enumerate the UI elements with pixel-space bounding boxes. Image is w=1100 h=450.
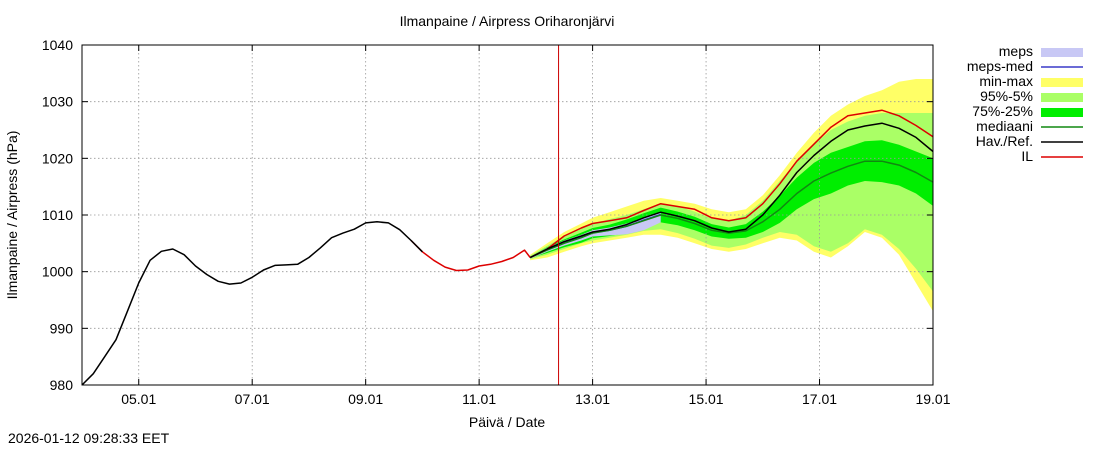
legend-swatch (1041, 108, 1083, 117)
legend-label: IL (1021, 148, 1033, 164)
x-tick-label: 19.01 (915, 391, 950, 407)
x-tick-label: 09.01 (348, 391, 383, 407)
x-tick-label: 05.01 (121, 391, 156, 407)
timestamp: 2026-01-12 09:28:33 EET (8, 430, 170, 446)
x-tick-label: 15.01 (689, 391, 724, 407)
legend-label: 75%-25% (972, 103, 1033, 119)
y-tick-label: 1020 (42, 150, 73, 166)
legend-label: Hav./Ref. (976, 133, 1033, 149)
chart-title: Ilmanpaine / Airpress Oriharonjärvi (400, 13, 615, 29)
series-mediaani (529, 160, 934, 259)
y-tick-label: 990 (50, 320, 74, 336)
legend-swatch (1041, 78, 1083, 87)
legend-swatch (1041, 48, 1083, 57)
legend-label: meps-med (967, 58, 1033, 74)
x-axis-label: Päivä / Date (469, 414, 545, 430)
ticks-layer: 980 990 1000 1010 1020 1030 1040 05.01 07.01 09.0… (42, 37, 951, 407)
y-tick-label: 980 (50, 377, 74, 393)
band-95-5- (530, 113, 933, 292)
series-il (529, 109, 934, 259)
x-tick-label: 07.01 (235, 391, 270, 407)
legend-label: min-max (979, 73, 1033, 89)
legend-swatch (1041, 93, 1083, 102)
legend-label: mediaani (976, 118, 1033, 134)
y-tick-label: 1010 (42, 207, 73, 223)
legend: mepsmeps-medmin-max95%-5%75%-25%mediaani… (967, 43, 1083, 164)
series-hav-ref- (81, 221, 423, 386)
y-tick-label: 1000 (42, 264, 73, 280)
y-tick-label: 1030 (42, 94, 73, 110)
x-tick-label: 17.01 (802, 391, 837, 407)
grid-layer (82, 45, 933, 385)
bands-layer (530, 79, 933, 312)
x-tick-label: 11.01 (462, 391, 496, 407)
lines-layer (81, 109, 934, 386)
legend-label: meps (999, 43, 1033, 59)
y-axis-label: Ilmanpaine / Airpress (hPa) (4, 131, 20, 300)
series-il-observed (410, 239, 531, 272)
x-tick-label: 13.01 (575, 391, 610, 407)
series-hav-ref-forecast (529, 122, 934, 259)
legend-label: 95%-5% (980, 88, 1033, 104)
y-tick-label: 1040 (42, 37, 73, 53)
